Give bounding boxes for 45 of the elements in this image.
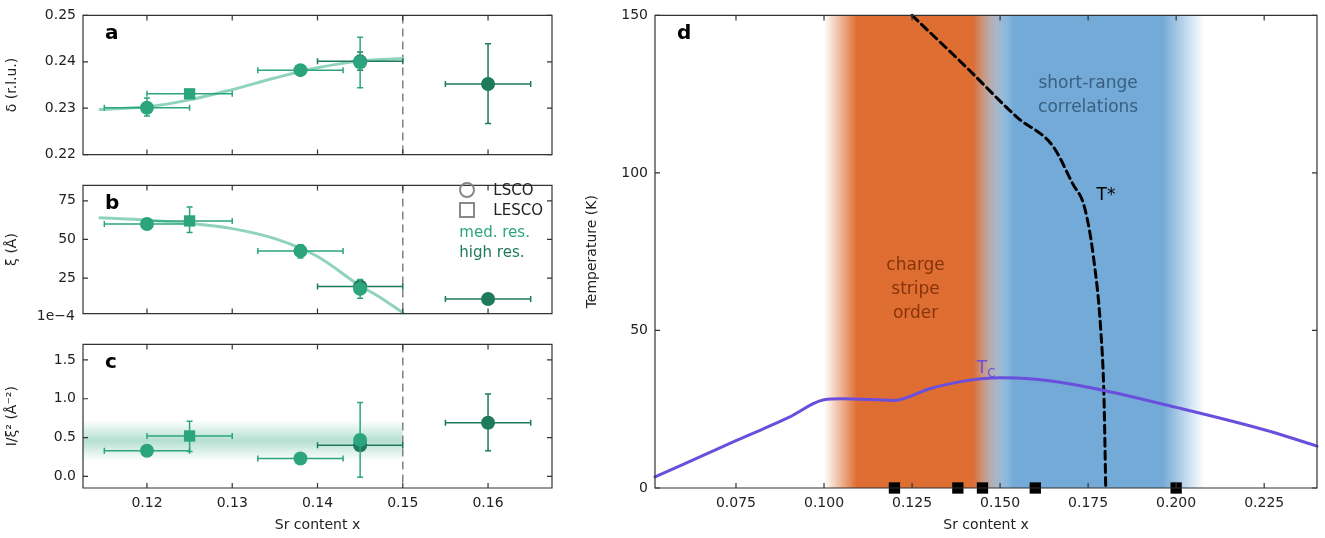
x-axis-title: Sr content x (943, 516, 1029, 533)
chart-title: a (105, 19, 119, 44)
y-axis-title: ξ (Å) (3, 233, 20, 266)
y-tick-label: 0.0 (53, 467, 76, 483)
chart-title: b (105, 189, 120, 214)
y-tick-label: 50 (58, 230, 76, 247)
x-tick-label: 0.13 (216, 494, 248, 511)
y-tick-label: 25 (58, 268, 76, 285)
x-axis-title: Sr content x (274, 516, 361, 533)
text: 1e−4 (36, 307, 75, 323)
x-tick-label: 0.15 (387, 494, 419, 511)
x-tick-label: 0.16 (472, 494, 504, 511)
y-tick-label: 50 (630, 321, 648, 338)
y-tick-label: 0.24 (44, 52, 77, 69)
x-tick-label: 0.200 (1156, 494, 1197, 511)
y-tick-label: 0.22 (44, 145, 76, 162)
y-tick-label: 1.5 (53, 350, 76, 367)
y-tick-label: 0.25 (44, 6, 76, 23)
y-tick-label: 0.23 (44, 98, 76, 115)
x-tick-label: 0.100 (803, 494, 845, 511)
text: med. res. (459, 222, 531, 242)
series-label: T* (1095, 184, 1116, 205)
band-label: short-range correlations (1038, 72, 1139, 117)
y-tick-label: 75 (58, 191, 76, 208)
x-tick-label: 0.225 (1244, 494, 1285, 511)
chart-title: c (105, 348, 117, 373)
y-tick-label: 0.5 (53, 428, 76, 445)
x-tick-label: 0.12 (131, 494, 163, 511)
y-axis-title: δ (r.l.u.) (3, 57, 20, 113)
x-tick-label: 0.150 (980, 494, 1021, 511)
annotation: LESCO (493, 200, 543, 220)
text: high res. (459, 242, 526, 262)
y-tick-label: 100 (621, 163, 648, 180)
y-tick-label: 150 (621, 6, 648, 23)
y-tick-label: 1.0 (53, 389, 76, 406)
y-tick-label: 0 (639, 478, 648, 495)
x-tick-label: 0.175 (1068, 494, 1109, 511)
band-label: charge stripe order (886, 253, 945, 322)
chart-title: d (677, 19, 692, 44)
annotation: LSCO (493, 180, 534, 200)
x-tick-label: 0.14 (301, 494, 334, 511)
y-axis-title: Temperature (K) (583, 195, 600, 310)
x-tick-label: 0.075 (715, 494, 757, 511)
y-axis-title: I/ξ² (Å⁻²) (3, 386, 20, 447)
x-tick-label: 0.125 (892, 494, 933, 511)
